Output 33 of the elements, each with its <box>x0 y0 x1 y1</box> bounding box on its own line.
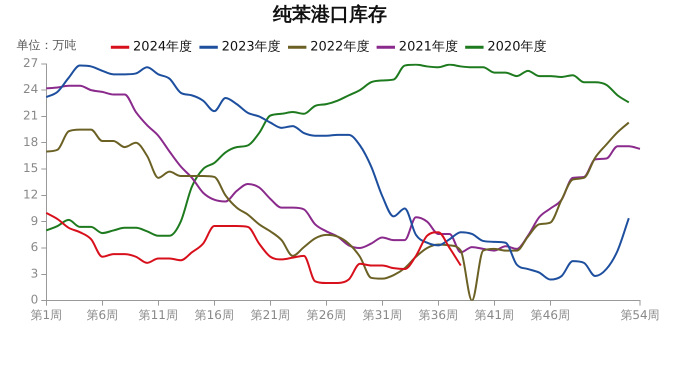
x-tick-label: 第1周 <box>30 308 62 322</box>
y-tick-label: 27 <box>22 56 38 70</box>
x-tick-label: 第21周 <box>250 308 290 322</box>
x-tick-label: 第11周 <box>138 308 178 322</box>
y-tick-label: 15 <box>22 161 38 176</box>
x-tick-label: 第54周 <box>620 308 660 322</box>
legend-label: 2020年度 <box>487 38 546 55</box>
line-series <box>45 84 641 254</box>
legend-label: 2024年度 <box>133 38 192 55</box>
x-tick-label: 第36周 <box>418 308 458 322</box>
legend-label: 2022年度 <box>310 38 370 55</box>
x-tick-label: 第6周 <box>86 308 118 322</box>
y-tick-label: 9 <box>30 214 38 228</box>
x-tick-label: 第41周 <box>474 308 514 322</box>
y-tick-label: 18 <box>22 134 38 149</box>
y-tick-label: 0 <box>30 292 38 307</box>
y-tick-label: 21 <box>22 108 38 123</box>
y-tick-label: 12 <box>22 187 38 202</box>
y-tick-label: 24 <box>22 82 38 96</box>
y-tick-label: 6 <box>30 240 38 254</box>
line-series <box>45 122 630 301</box>
chart-title: 纯苯港口库存 <box>272 3 387 26</box>
x-tick-label: 第46周 <box>530 308 570 322</box>
line-series <box>45 64 630 281</box>
line-series <box>45 212 462 284</box>
y-axis-title: 单位：万吨 <box>16 38 76 52</box>
x-tick-label: 第16周 <box>194 308 234 322</box>
line-series <box>45 64 630 237</box>
x-tick-label: 第31周 <box>362 308 402 322</box>
legend-label: 2021年度 <box>398 38 458 55</box>
legend-label: 2023年度 <box>222 38 281 55</box>
y-tick-label: 3 <box>30 266 38 280</box>
x-tick-label: 第26周 <box>306 308 346 322</box>
